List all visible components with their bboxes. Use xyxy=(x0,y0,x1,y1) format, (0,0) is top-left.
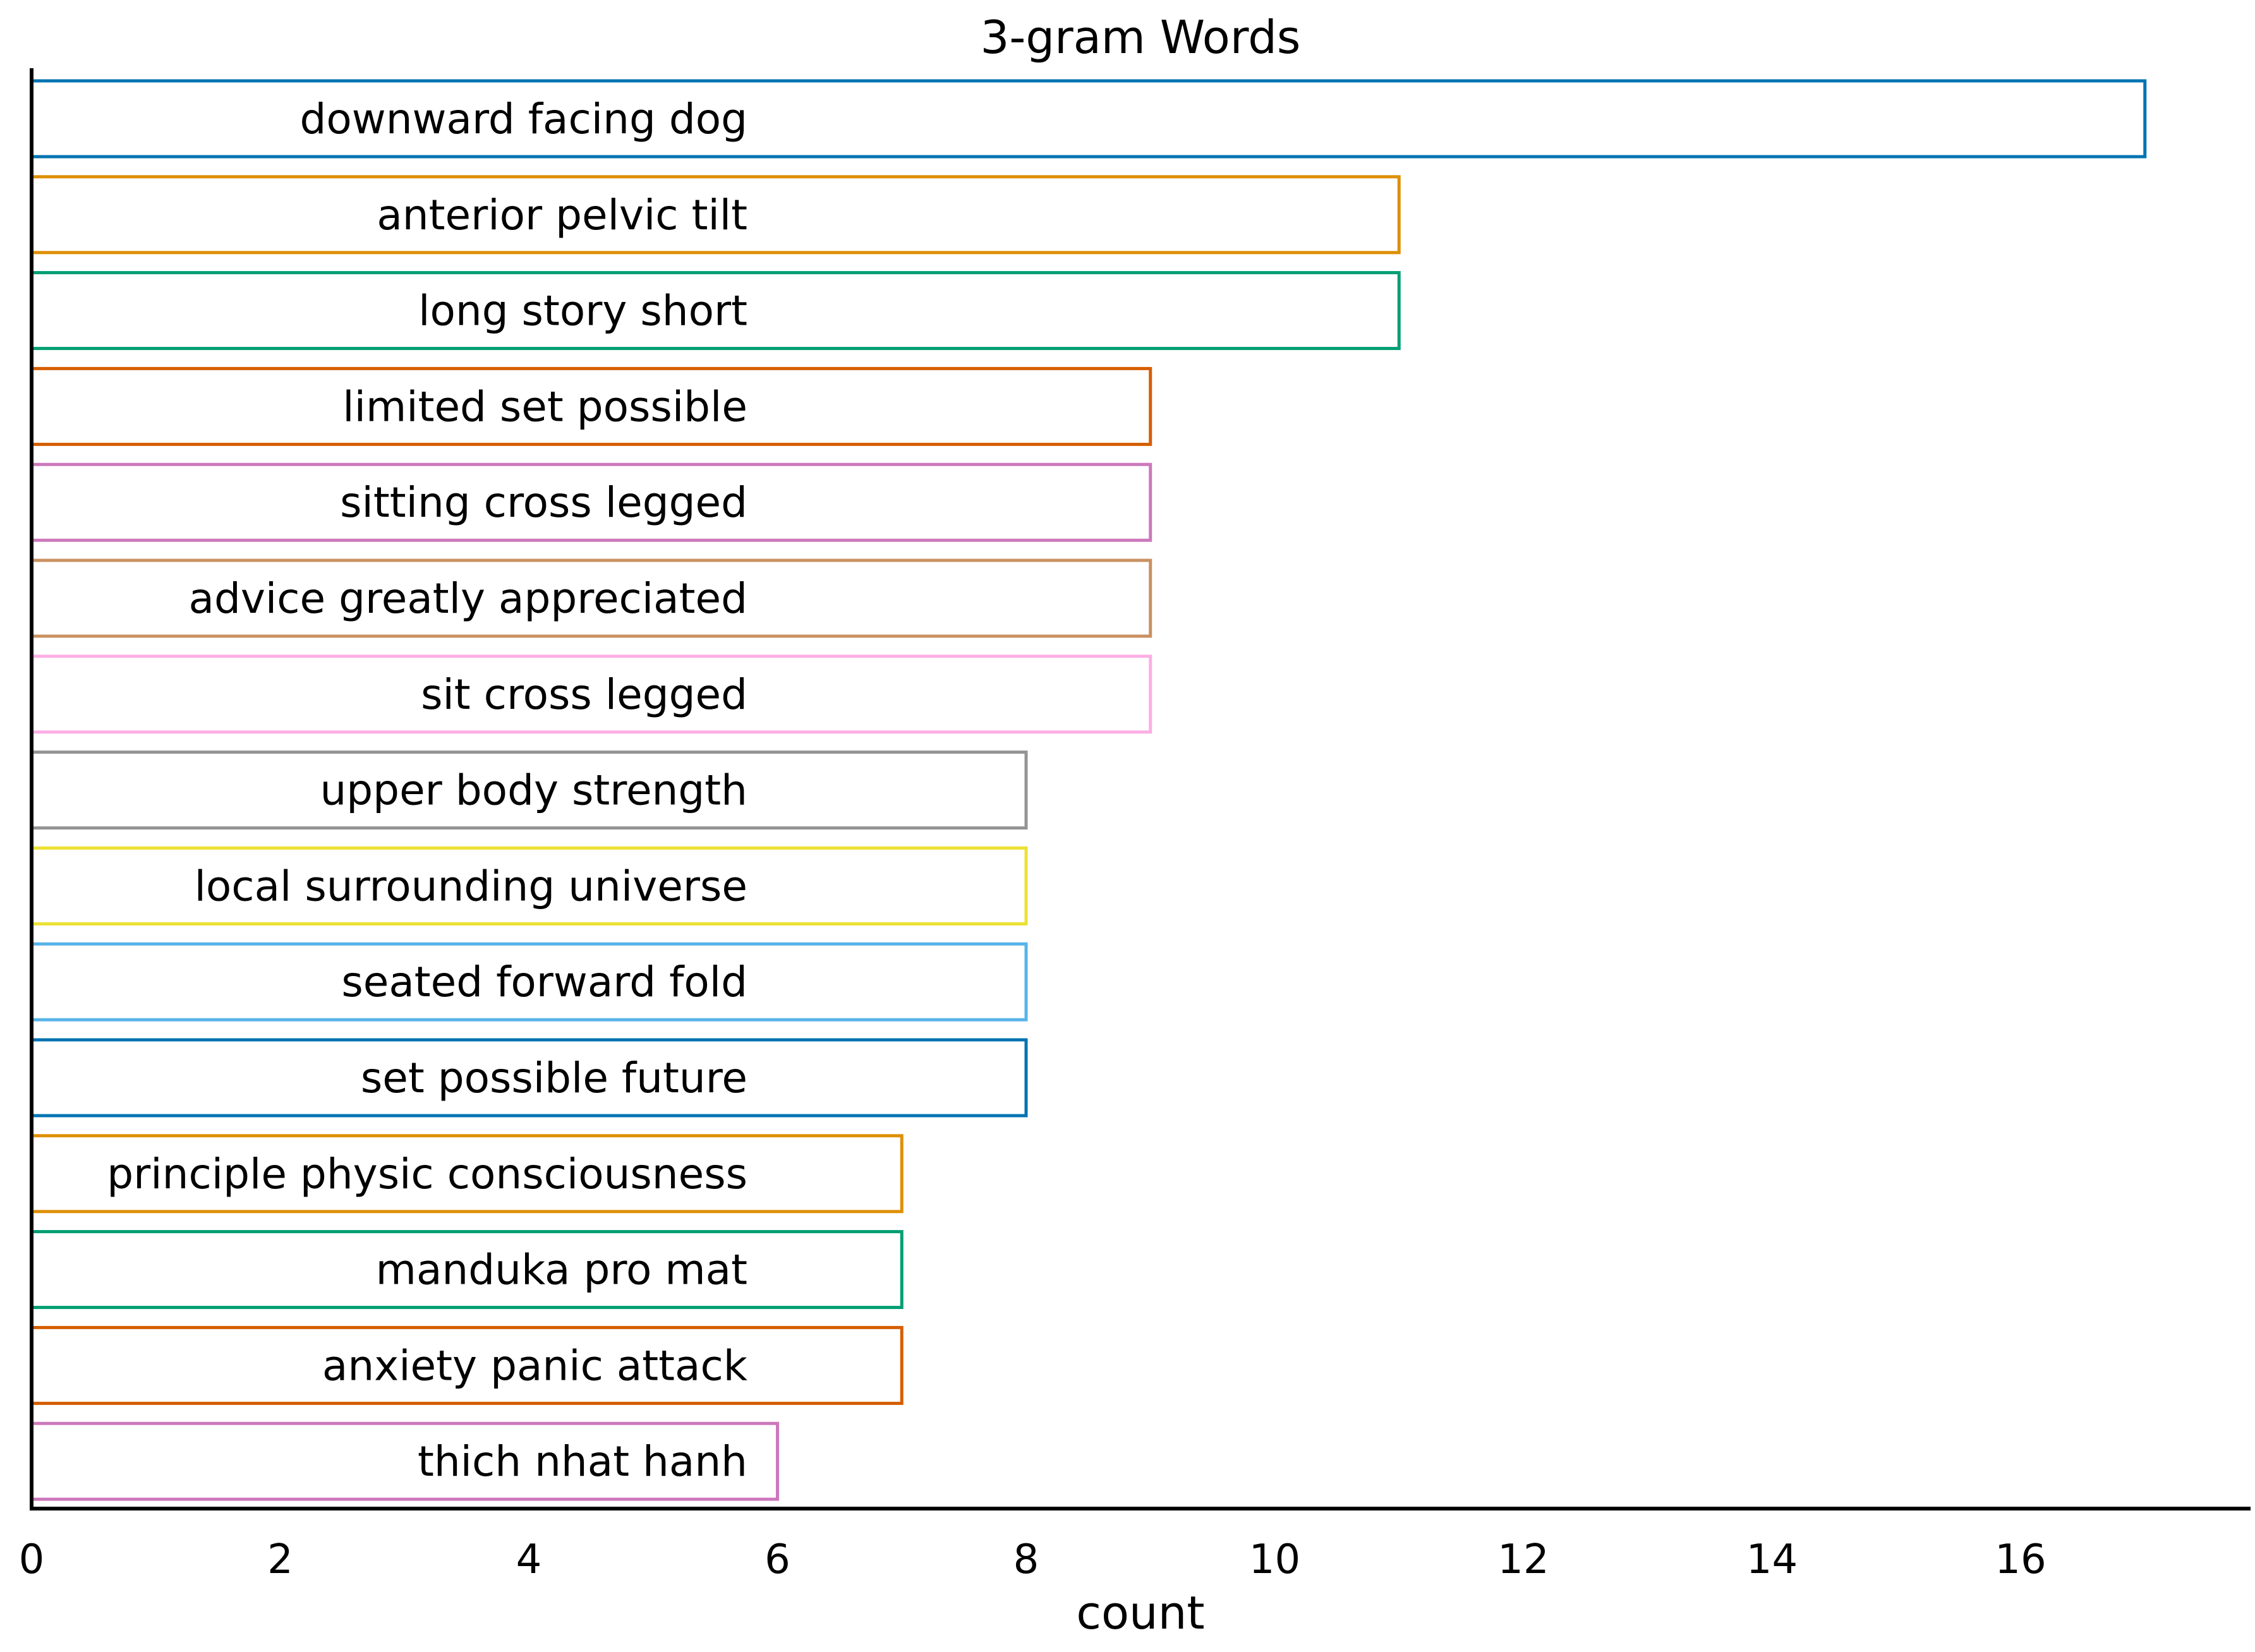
bar-label: long story short xyxy=(418,287,747,335)
x-tick-label: 14 xyxy=(1746,1536,1798,1583)
bar-label: upper body strength xyxy=(320,766,747,815)
x-tick-label: 0 xyxy=(19,1536,45,1583)
bar-label: advice greatly appreciated xyxy=(189,574,747,623)
bar-label: set possible future xyxy=(361,1054,747,1102)
bar xyxy=(30,1038,1028,1118)
bar-label: anterior pelvic tilt xyxy=(377,191,747,239)
bar xyxy=(30,366,1152,446)
bar-label: manduka pro mat xyxy=(376,1246,747,1294)
x-tick-label: 16 xyxy=(1995,1536,2046,1583)
x-axis-label: count xyxy=(1076,1586,1204,1639)
x-tick-label: 8 xyxy=(1013,1536,1039,1583)
x-tick-label: 4 xyxy=(516,1536,542,1583)
bar xyxy=(30,1421,780,1501)
x-axis-ticks: 0 2 4 6 8 10 12 14 16 xyxy=(19,1536,2046,1583)
bar-label: sit cross legged xyxy=(421,670,747,719)
bars-group xyxy=(30,79,2147,1501)
bar-label: downward facing dog xyxy=(299,95,747,143)
x-tick-label: 6 xyxy=(765,1536,790,1583)
bar xyxy=(30,942,1028,1022)
bar-label: local surrounding universe xyxy=(195,862,747,910)
bar-labels-group: downward facing dog anterior pelvic tilt l… xyxy=(107,95,747,1486)
bar xyxy=(30,1134,904,1214)
bar xyxy=(30,79,2147,159)
chart-title: 3-gram Words xyxy=(981,11,1301,64)
bar xyxy=(30,1325,904,1405)
bar-label: thich nhat hanh xyxy=(418,1437,747,1486)
bar-label: principle physic consciousness xyxy=(107,1150,747,1198)
x-tick-label: 2 xyxy=(267,1536,293,1583)
x-tick-label: 12 xyxy=(1497,1536,1549,1583)
bar-label: limited set possible xyxy=(342,382,747,431)
bar-label: sitting cross legged xyxy=(340,478,747,527)
bar xyxy=(30,175,1401,255)
bar xyxy=(30,271,1401,351)
bar-label: seated forward fold xyxy=(341,958,747,1006)
x-tick-label: 10 xyxy=(1249,1536,1300,1583)
bar xyxy=(30,462,1152,542)
bar xyxy=(30,1230,904,1310)
bar-label: anxiety panic attack xyxy=(322,1341,748,1390)
bar xyxy=(30,654,1152,734)
